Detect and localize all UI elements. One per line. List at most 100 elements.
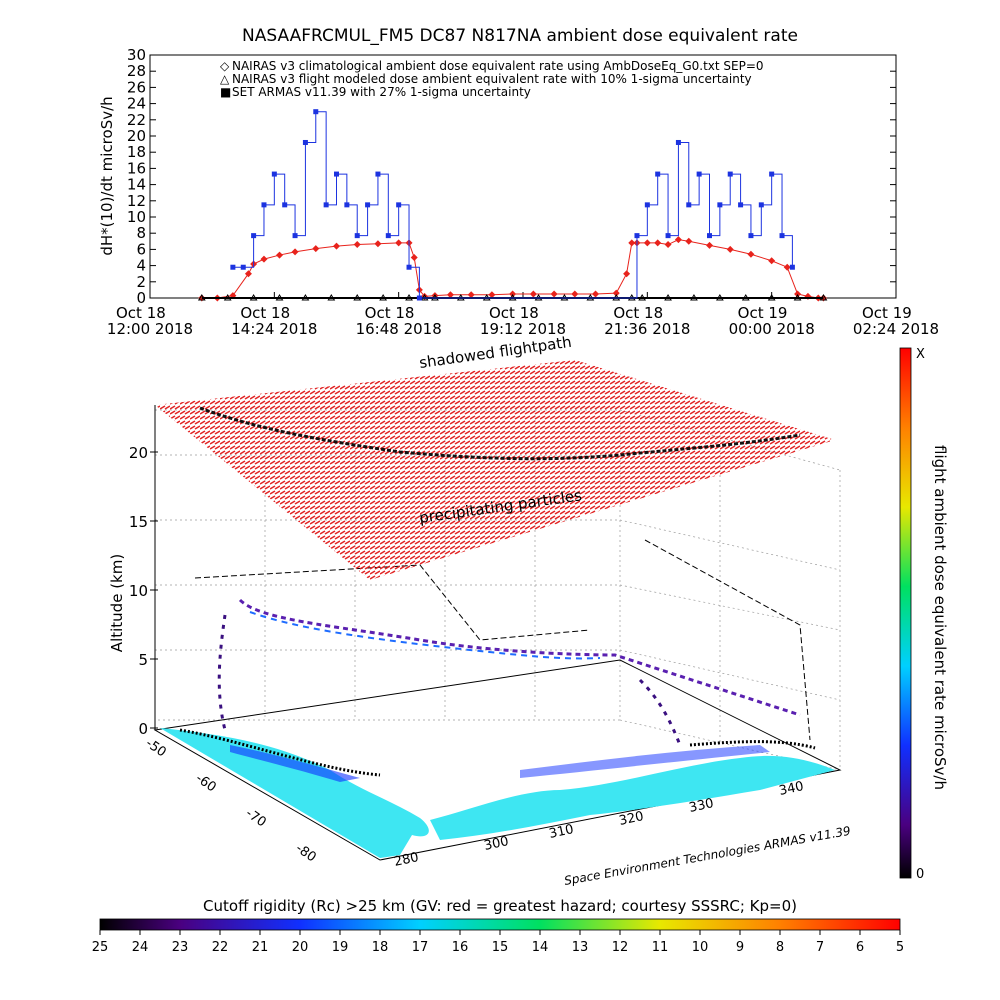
longitude-tick-label: 310 <box>548 822 575 842</box>
dose-colorbar-top-label: X <box>916 347 925 362</box>
globe-3d-panel: shadowed flightpath precipitating partic… <box>108 333 852 888</box>
cutoff-rigidity-title: Cutoff rigidity (Rc) >25 km (GV: red = g… <box>203 897 797 915</box>
top-y-axis-label: dH*(10)/dt microSv/h <box>98 96 116 255</box>
armas-point <box>313 109 319 115</box>
armas-point <box>282 202 288 208</box>
altitude-axis-label: Altitude (km) <box>108 554 126 652</box>
nairas-clim-point <box>276 251 284 259</box>
altitude-axis: 0 5 10 15 20 <box>129 444 158 738</box>
cutoff-rigidity-tick-label: 14 <box>532 940 549 955</box>
armas-point <box>334 171 339 177</box>
nairas-flight-point <box>690 294 698 301</box>
armas-point <box>707 233 712 239</box>
top-x-tick-label-time: 12:00 2018 <box>107 320 193 338</box>
nairas-flight-point <box>638 294 647 301</box>
top-x-tick-label-date: Oct 19 <box>738 304 788 322</box>
dose-colorbar-gradient <box>899 347 912 879</box>
armas-point <box>696 171 702 177</box>
nairas-clim-point <box>643 239 651 247</box>
armas-point <box>416 295 422 301</box>
altitude-tick-label: 20 <box>129 444 148 462</box>
ocean-region-west <box>160 728 429 858</box>
nairas-clim-point <box>623 270 631 278</box>
cutoff-rigidity-tick-label: 15 <box>492 940 509 955</box>
nairas-clim-point <box>333 242 340 250</box>
armas-point <box>769 171 775 177</box>
nairas-flight-point <box>664 294 672 301</box>
nairas-flight-point <box>275 294 284 301</box>
cutoff-rigidity-tick-label: 17 <box>412 940 429 955</box>
latitude-tick-label: -50 <box>143 736 169 760</box>
armas-point <box>748 233 754 239</box>
nairas-clim-point <box>783 263 791 271</box>
dose-colorbar: X 0 flight ambient dose equivalent rate … <box>899 347 949 882</box>
nairas-flight-point <box>353 294 362 301</box>
nairas-clim-point <box>726 245 734 253</box>
top-x-tick-label-time: 19:12 2018 <box>480 320 566 338</box>
nairas-clim-point <box>654 239 662 247</box>
armas-point <box>675 139 681 145</box>
armas-point <box>271 171 277 177</box>
nairas-clim-point <box>768 257 776 265</box>
cutoff-rigidity-tick-label: 18 <box>372 940 389 955</box>
nairas-clim-point <box>706 241 713 249</box>
top-x-tick-label-date: Oct 18 <box>365 304 415 322</box>
armas-point <box>323 202 329 208</box>
nairas-flight-point <box>327 294 336 301</box>
dose-colorbar-bottom-label: 0 <box>916 867 924 882</box>
altitude-tick-label: 15 <box>129 513 148 531</box>
armas-series-line <box>232 111 793 299</box>
latitude-tick-label: -60 <box>193 771 219 795</box>
altitude-tick-label: 10 <box>129 582 148 600</box>
longitude-tick-label: 280 <box>393 850 420 870</box>
nairas-clim-point <box>312 245 320 253</box>
nairas-clim-point <box>410 254 418 261</box>
cutoff-rigidity-tick-label: 12 <box>612 940 629 955</box>
top-x-tick-label-time: 16:48 2018 <box>356 320 442 338</box>
armas-point <box>365 202 371 208</box>
top-x-tick-label-time: 14:24 2018 <box>231 320 317 338</box>
armas-point <box>396 202 402 208</box>
armas-point <box>644 202 650 208</box>
armas-point <box>738 202 744 208</box>
longitude-tick-label: 340 <box>778 779 805 799</box>
legend-marker-nairas-clim-icon: ◇ <box>220 59 230 73</box>
top-x-tick-label-date: Oct 18 <box>116 304 166 322</box>
cutoff-rigidity-tick-label: 19 <box>332 940 349 955</box>
coastline-band <box>230 745 360 782</box>
top-y-tick-label: 28 <box>127 62 146 80</box>
top-legend: ◇ NAIRAS v3 climatological ambient dose … <box>220 59 764 99</box>
flight-path-projection-wall <box>194 564 591 641</box>
nairas-clim-point <box>628 239 636 247</box>
cutoff-rigidity-tick-label: 24 <box>132 940 149 955</box>
flight-track-ascent <box>217 614 227 731</box>
nairas-clim-point <box>529 290 537 298</box>
top-y-tick-label: 16 <box>127 159 146 177</box>
armas-point <box>251 233 257 239</box>
top-x-tick-label-time: 02:24 2018 <box>853 320 939 338</box>
cutoff-rigidity-tick-label: 16 <box>452 940 469 955</box>
nairas-clim-point <box>592 290 600 298</box>
top-x-tick-label-time: 00:00 2018 <box>729 320 815 338</box>
cutoff-rigidity-tick-label: 22 <box>212 940 229 955</box>
nairas-clim-point <box>488 291 496 299</box>
top-y-tick-label: 30 <box>127 46 146 64</box>
nairas-flight-point <box>197 294 206 301</box>
nairas-flight-point <box>379 294 388 301</box>
cutoff-rigidity-tick-label: 20 <box>292 940 309 955</box>
nairas-clim-point <box>244 270 252 278</box>
cutoff-rigidity-colorbar: Cutoff rigidity (Rc) >25 km (GV: red = g… <box>92 897 904 955</box>
armas-point <box>665 233 671 239</box>
nairas-clim-point <box>291 248 299 256</box>
flight-path-projection-side <box>644 539 811 741</box>
nairas-clim-point <box>260 255 268 263</box>
top-x-tick-label-date: Oct 18 <box>489 304 539 322</box>
top-y-tick-label: 6 <box>136 240 146 258</box>
nairas-flight-point <box>249 294 258 301</box>
armas-point <box>686 202 692 208</box>
nairas-clim-line <box>201 239 824 299</box>
armas-point <box>758 202 764 208</box>
armas-point <box>727 171 733 177</box>
top-y-tick-label: 22 <box>127 111 146 129</box>
